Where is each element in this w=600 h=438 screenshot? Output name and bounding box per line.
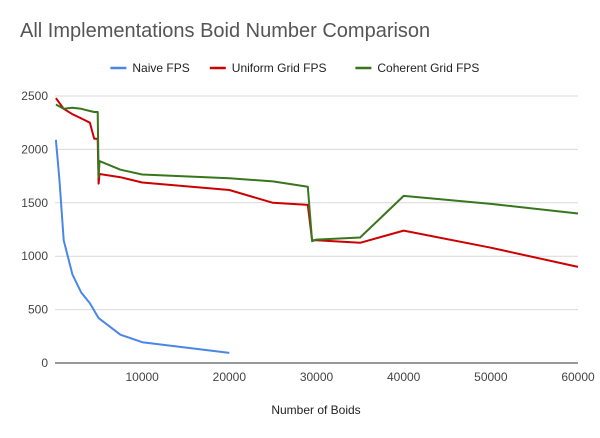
series-line-2 — [55, 97, 579, 268]
y-tick-label: 0 — [41, 356, 48, 370]
y-tick-label: 2000 — [21, 142, 48, 156]
x-tick-label: 10000 — [125, 370, 159, 384]
x-tick-label: 50000 — [474, 370, 508, 384]
x-axis-title: Number of Boids — [271, 403, 360, 417]
series-line-3 — [55, 103, 579, 243]
x-tick-label: 20000 — [213, 370, 247, 384]
x-tick-label: 30000 — [300, 370, 334, 384]
y-tick-label: 500 — [28, 303, 48, 317]
y-tick-label: 1500 — [21, 196, 48, 210]
legend-label: Coherent Grid FPS — [377, 61, 479, 75]
x-tick-label: 60000 — [561, 370, 595, 384]
chart-title: All Implementations Boid Number Comparis… — [20, 20, 431, 42]
series-line-1 — [54, 139, 230, 354]
x-tick-label: 40000 — [387, 370, 421, 384]
y-tick-label: 2500 — [21, 89, 48, 103]
y-tick-label: 1000 — [21, 249, 48, 263]
legend-label: Uniform Grid FPS — [232, 61, 327, 75]
legend-label: Naive FPS — [132, 61, 189, 75]
